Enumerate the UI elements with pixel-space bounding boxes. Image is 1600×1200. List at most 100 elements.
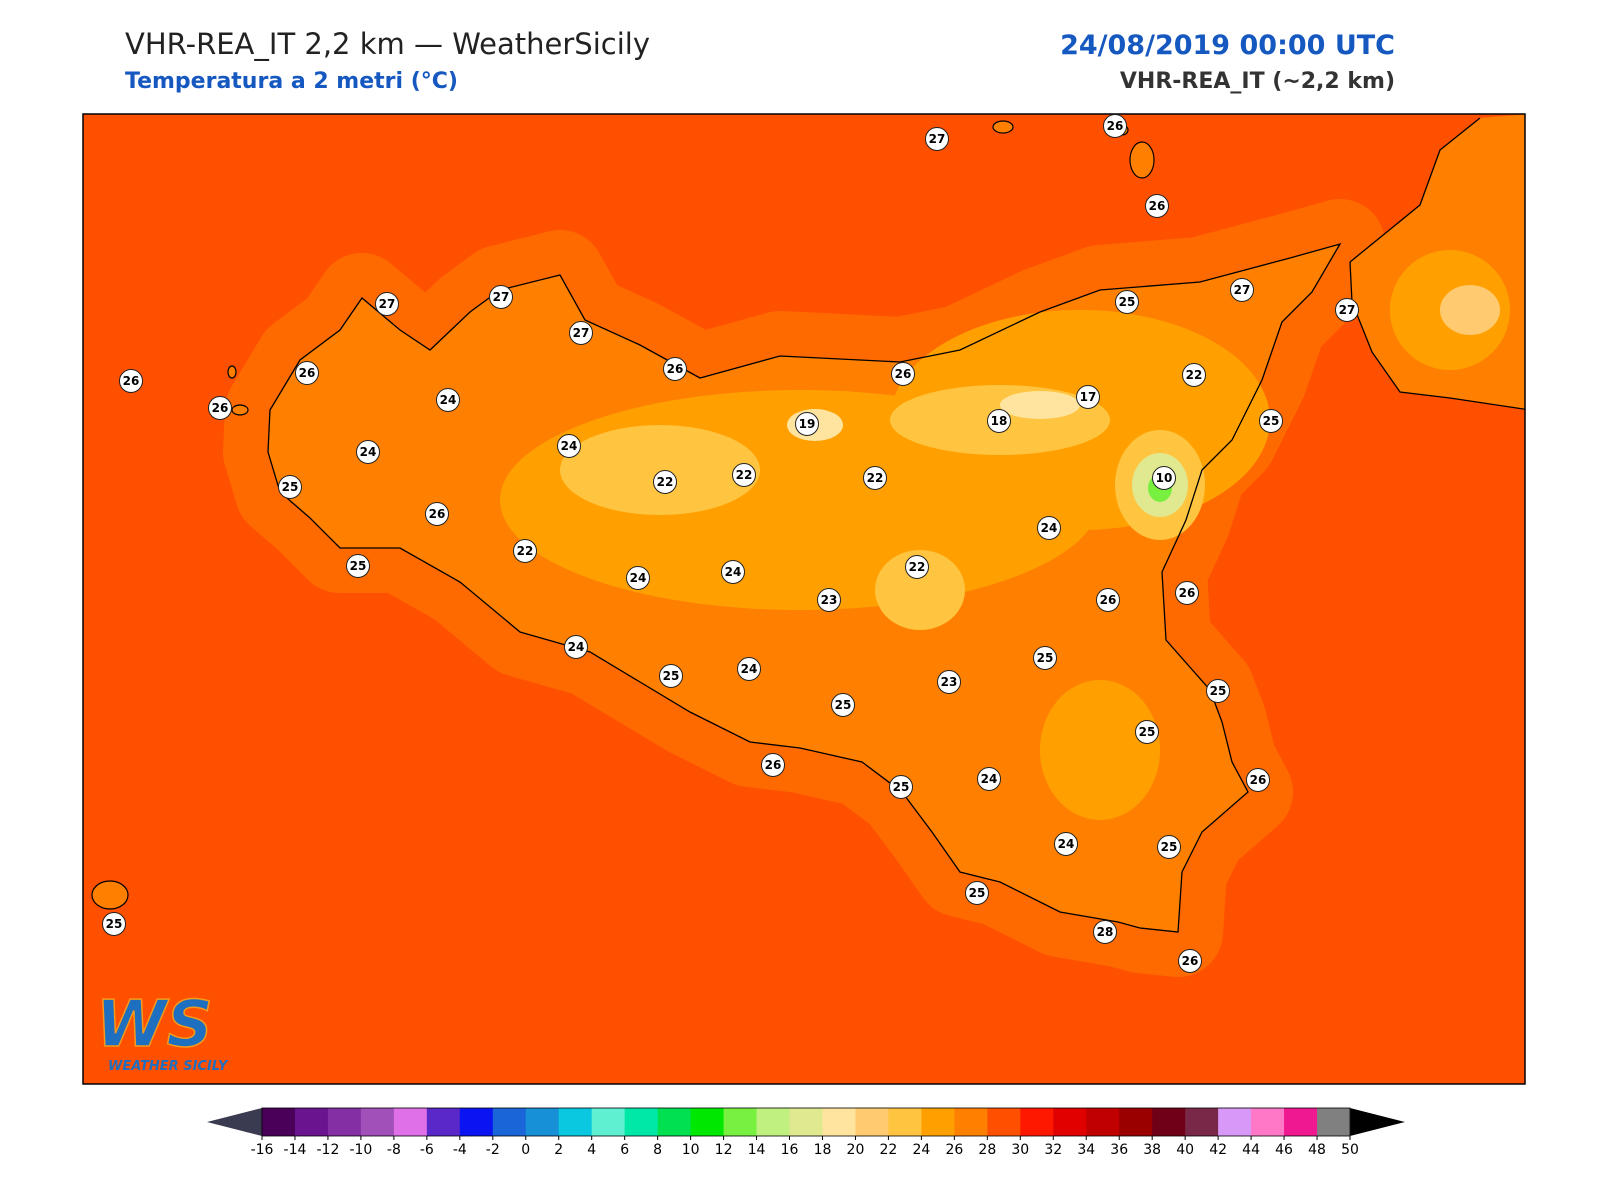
station-value: 25 (969, 886, 986, 900)
station: 10 (1152, 466, 1176, 490)
inland-warm-se (1040, 680, 1160, 820)
station-marker (102, 912, 126, 936)
station-value: 25 (1119, 295, 1136, 309)
colorbar-tick-label: 18 (814, 1142, 832, 1158)
colorbar-segment (855, 1108, 889, 1136)
colorbar-segment (987, 1108, 1021, 1136)
station-value: 26 (895, 367, 912, 381)
colorbar-segment (360, 1108, 395, 1136)
station: 24 (721, 560, 745, 584)
station: 26 (891, 362, 915, 386)
station: 25 (1259, 409, 1283, 433)
station: 18 (987, 409, 1011, 433)
station-value: 27 (1234, 283, 1251, 297)
colorbar-segment (723, 1108, 758, 1136)
station-marker (564, 635, 588, 659)
island (91, 880, 129, 910)
station: 26 (425, 502, 449, 526)
station: 24 (436, 388, 460, 412)
colorbar-tick-label: 26 (945, 1142, 963, 1158)
station-marker (891, 362, 915, 386)
island (1129, 141, 1155, 179)
station-marker (1335, 298, 1359, 322)
colorbar-tick-label: 20 (847, 1142, 865, 1158)
colorbar-tick-label: 22 (880, 1142, 898, 1158)
colorbar-segment (1086, 1108, 1120, 1136)
station-marker (937, 670, 961, 694)
station: 22 (1182, 363, 1206, 387)
station-marker (737, 657, 761, 681)
station-marker (1103, 114, 1127, 138)
station-marker (1206, 679, 1230, 703)
colorbar-tick-label: 2 (554, 1142, 563, 1158)
station-value: 24 (440, 393, 457, 407)
colorbar-tick-label: 46 (1275, 1142, 1293, 1158)
colorbar-segment (1317, 1108, 1351, 1136)
datetime: 24/08/2019 00:00 UTC (1060, 30, 1395, 61)
station-marker (557, 434, 581, 458)
station-marker (626, 566, 650, 590)
station-value: 27 (493, 290, 510, 304)
station-marker (1033, 646, 1057, 670)
logo-name: WEATHER SICILY (108, 1059, 229, 1074)
colorbar-segment (690, 1108, 725, 1136)
station: 23 (817, 588, 841, 612)
station-value: 17 (1080, 390, 1097, 404)
colorbar-tick-label: 48 (1308, 1142, 1326, 1158)
station-marker (1054, 832, 1078, 856)
station-marker (569, 321, 593, 345)
station-marker (513, 539, 537, 563)
model-label: VHR-REA_IT (~2,2 km) (1120, 69, 1395, 94)
colorbar-segment (294, 1108, 329, 1136)
colorbar-segment (657, 1108, 692, 1136)
inland-mild-3 (875, 550, 965, 630)
station-value: 22 (1186, 368, 1203, 382)
colorbar-segment (393, 1108, 428, 1136)
station-marker (761, 753, 785, 777)
station-value: 24 (568, 640, 585, 654)
station-value: 24 (1058, 837, 1075, 851)
colorbar-segment (327, 1108, 362, 1136)
colorbar-tick-label: 6 (620, 1142, 629, 1158)
station: 26 (1246, 768, 1270, 792)
inland-mild (560, 425, 760, 515)
logo: WS WEATHER SICILY (95, 987, 229, 1074)
station: 25 (1157, 835, 1181, 859)
station: 23 (937, 670, 961, 694)
station: 25 (831, 693, 855, 717)
colorbar-tick-label: 32 (1044, 1142, 1062, 1158)
colorbar-tick-label: 10 (682, 1142, 700, 1158)
station-marker (1152, 466, 1176, 490)
station: 26 (1103, 114, 1127, 138)
station-marker (346, 554, 370, 578)
colorbar-segment (789, 1108, 823, 1136)
station-value: 26 (429, 507, 446, 521)
calabria-coast (1349, 117, 1525, 410)
station-value: 23 (941, 675, 958, 689)
land (91, 114, 1525, 977)
station: 26 (1175, 581, 1199, 605)
station-value: 24 (981, 772, 998, 786)
colorbar-segment (1251, 1108, 1285, 1136)
station: 27 (375, 292, 399, 316)
station-value: 25 (106, 917, 123, 931)
station-marker (889, 775, 913, 799)
colorbar-tick-label: 28 (978, 1142, 996, 1158)
station-marker (1037, 516, 1061, 540)
station: 22 (732, 463, 756, 487)
station: 26 (295, 361, 319, 385)
station: 25 (1033, 646, 1057, 670)
colorbar-tick-label: -14 (284, 1142, 307, 1158)
map-frame (82, 113, 1526, 1085)
station: 25 (965, 881, 989, 905)
station: 25 (1115, 290, 1139, 314)
station-value: 24 (725, 565, 742, 579)
cool-2 (1000, 391, 1080, 419)
station: 24 (737, 657, 761, 681)
station-marker (1135, 720, 1159, 744)
station-value: 25 (1210, 684, 1227, 698)
station: 24 (626, 566, 650, 590)
station-value: 22 (657, 475, 674, 489)
island (227, 365, 237, 379)
station-marker (905, 555, 929, 579)
